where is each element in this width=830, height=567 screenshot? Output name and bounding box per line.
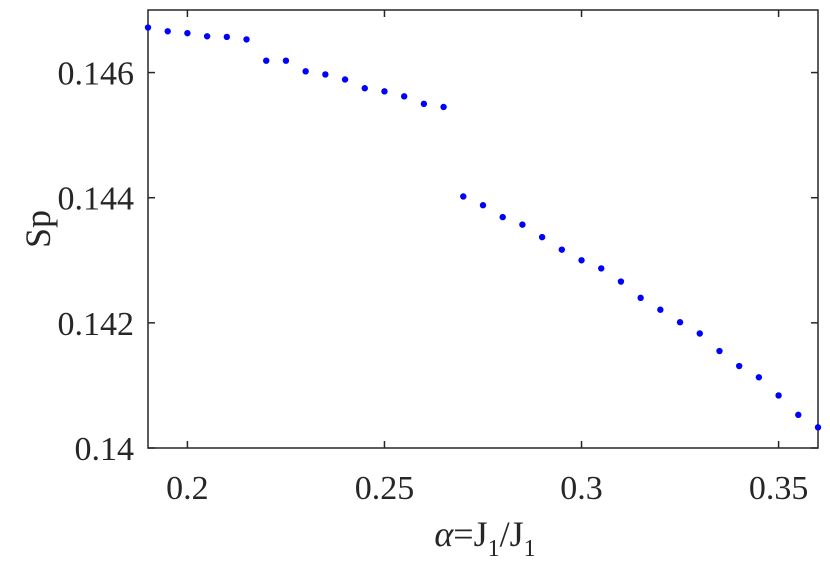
data-point <box>184 29 191 37</box>
data-point <box>440 103 447 111</box>
x-tick-label: 0.2 <box>166 470 209 507</box>
data-point <box>657 306 664 313</box>
data-point <box>558 246 566 253</box>
data-point <box>322 71 329 78</box>
data-point <box>263 57 270 64</box>
data-point <box>420 100 428 108</box>
data-point <box>203 33 211 40</box>
data-point <box>775 392 782 399</box>
x-axis-label-alpha: α <box>434 514 454 554</box>
data-point <box>755 374 763 381</box>
data-point <box>538 233 546 241</box>
data-point <box>381 88 388 95</box>
plot-area <box>147 9 819 449</box>
data-point <box>617 278 625 285</box>
data-point <box>499 213 506 221</box>
y-axis-label: Sp <box>18 210 58 248</box>
data-point <box>400 93 408 100</box>
x-axis-label: α=J1/J1 <box>434 514 535 562</box>
data-point <box>282 57 290 64</box>
x-tick-label: 0.3 <box>560 470 603 507</box>
data-point <box>302 68 309 75</box>
tick-labels: 0.2 0.25 0.3 0.35 0.14 0.142 0.144 0.146 <box>58 56 809 507</box>
data-points <box>144 24 822 431</box>
data-point <box>144 24 152 31</box>
data-point <box>164 28 171 35</box>
axis-ticks <box>148 10 818 449</box>
data-point <box>578 257 585 264</box>
data-point <box>361 85 368 92</box>
data-point <box>795 411 802 419</box>
data-point <box>637 294 644 302</box>
y-tick-label: 0.146 <box>58 56 135 93</box>
data-point <box>479 202 487 209</box>
data-point <box>716 347 723 355</box>
y-tick-label: 0.144 <box>58 181 135 218</box>
data-point <box>598 265 605 272</box>
x-axis-label-subscript-1: 1 <box>488 536 500 562</box>
data-point <box>696 330 703 337</box>
x-axis-label-slash: /J <box>500 514 524 554</box>
x-tick-label: 0.35 <box>749 470 809 507</box>
x-axis-label-main: =J <box>453 514 487 554</box>
data-point <box>519 221 526 228</box>
data-point <box>735 362 743 370</box>
data-point <box>243 36 250 43</box>
x-tick-label: 0.25 <box>355 470 415 507</box>
data-point <box>341 76 349 83</box>
data-point <box>223 33 231 41</box>
data-point <box>460 193 467 200</box>
x-axis-label-subscript-2: 1 <box>524 536 536 562</box>
y-tick-label: 0.142 <box>58 306 135 343</box>
data-point <box>676 319 684 326</box>
y-tick-label: 0.14 <box>75 431 135 468</box>
data-point <box>814 424 822 431</box>
